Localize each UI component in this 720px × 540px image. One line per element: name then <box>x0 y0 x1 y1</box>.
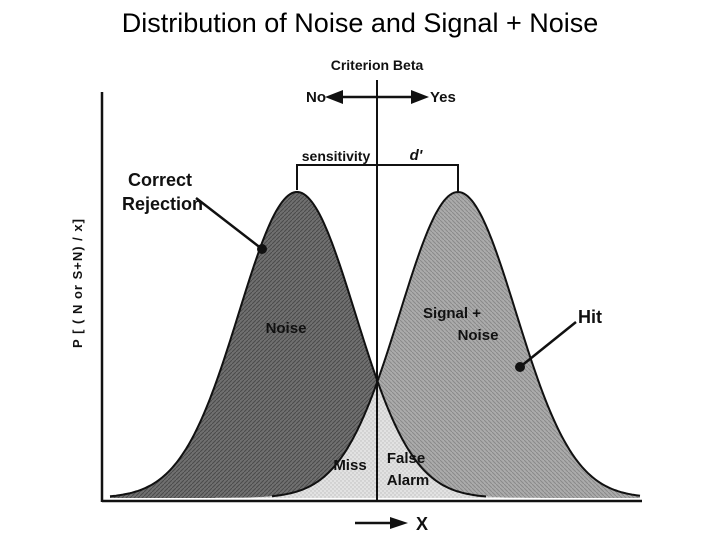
correct-rejection-pointer <box>195 197 263 250</box>
false-alarm-region <box>377 379 640 498</box>
y-axis-label: P [ ( N or S+N) / x] <box>70 218 85 348</box>
x-axis-label: X <box>416 514 428 534</box>
yes-arrow-head <box>411 90 429 104</box>
correct-rejection-dot <box>257 244 267 254</box>
hit-region <box>377 192 640 498</box>
slide-title: Distribution of Noise and Signal + Noise <box>121 8 599 38</box>
noise-label: Noise <box>266 320 307 337</box>
no-label: No <box>306 89 326 106</box>
signal-noise-distribution-curve <box>271 190 641 498</box>
correct-rejection-label-line2: Rejection <box>122 194 203 214</box>
miss-region <box>110 382 377 498</box>
sensitivity-label: sensitivity <box>302 148 371 164</box>
sensitivity-bracket <box>296 164 459 192</box>
hit-pointer <box>519 321 577 368</box>
no-arrow-head <box>325 90 343 104</box>
noise-distribution-curve <box>109 191 487 498</box>
x-arrow-head <box>390 517 408 529</box>
criterion-beta-label: Criterion Beta <box>331 57 424 73</box>
hit-label: Hit <box>578 307 602 327</box>
signal-noise-label-line1: Signal + <box>423 305 481 322</box>
yes-label: Yes <box>430 89 456 106</box>
correct-rejection-region <box>110 192 377 498</box>
false-alarm-label-line2: Alarm <box>387 472 430 489</box>
miss-label: Miss <box>333 457 366 474</box>
signal-noise-label-line2: Noise <box>458 327 499 344</box>
false-alarm-label-line1: False <box>387 450 425 467</box>
correct-rejection-label-line1: Correct <box>128 170 192 190</box>
d-prime-label: d' <box>410 147 423 164</box>
hit-dot <box>515 362 525 372</box>
